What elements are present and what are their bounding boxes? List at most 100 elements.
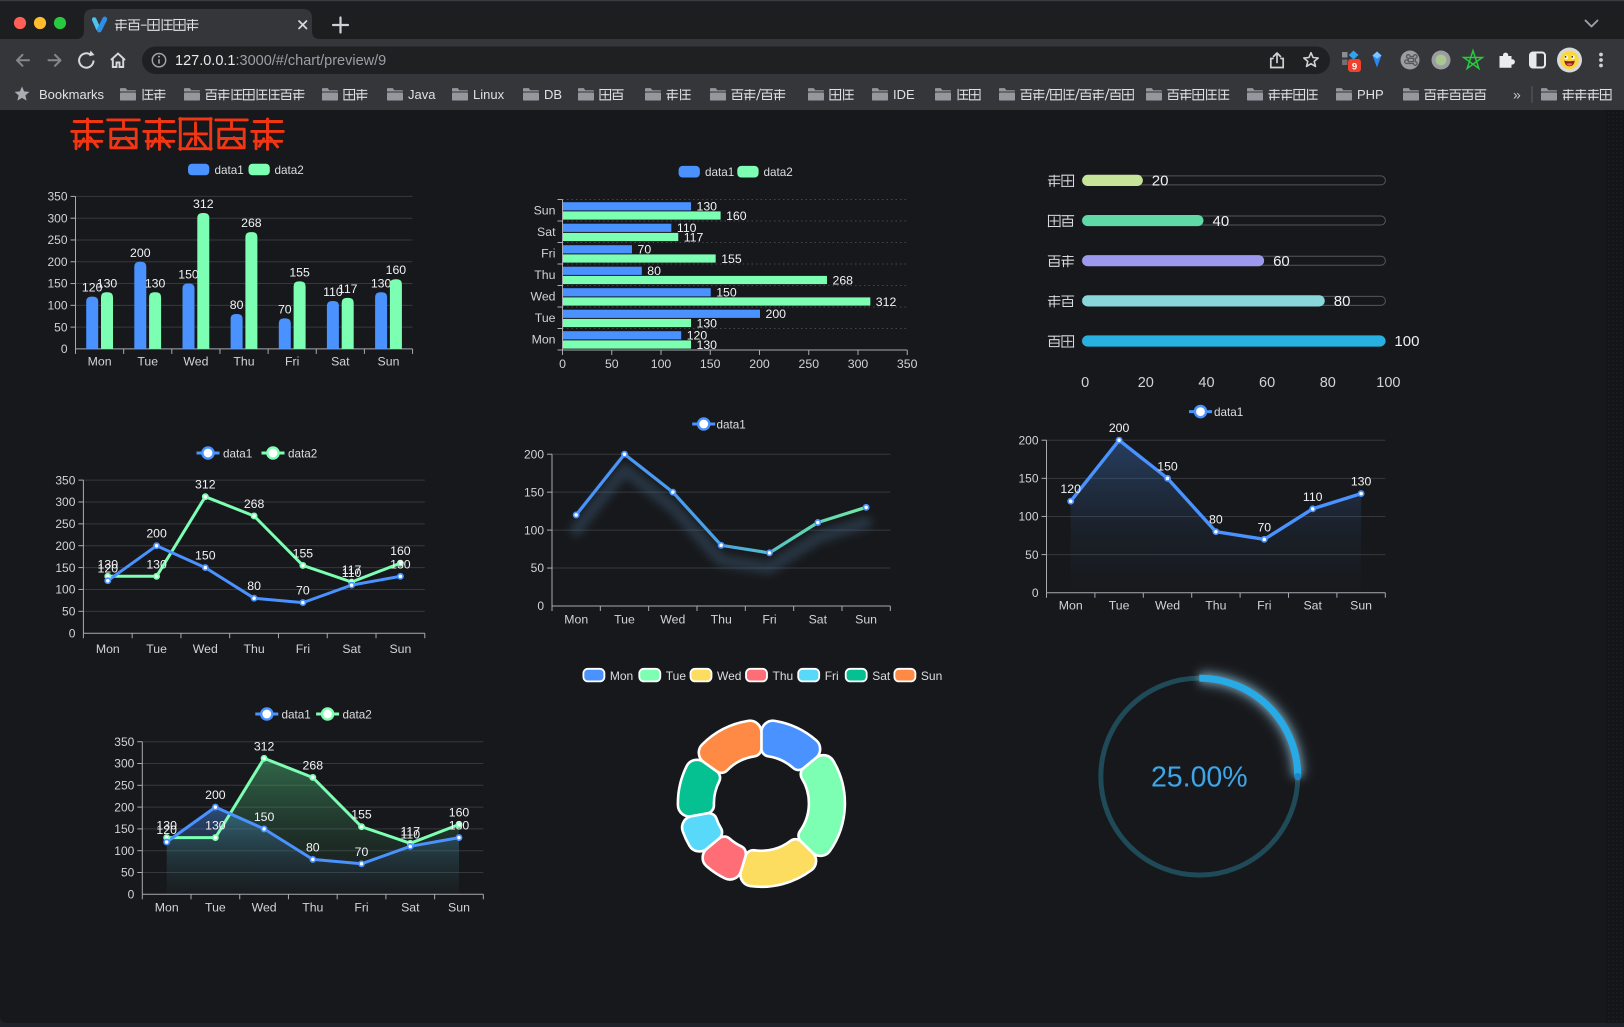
svg-text:200: 200 <box>47 255 67 269</box>
svg-text:0: 0 <box>537 599 544 613</box>
svg-text:200: 200 <box>114 800 134 814</box>
svg-text:130: 130 <box>697 316 718 330</box>
svg-text:80: 80 <box>306 840 320 854</box>
svg-text:50: 50 <box>531 561 545 575</box>
svg-text:Mon: Mon <box>88 354 112 368</box>
svg-text:312: 312 <box>195 478 216 492</box>
svg-text:150: 150 <box>114 822 134 836</box>
svg-text:Linux: Linux <box>473 87 505 102</box>
svg-text:110: 110 <box>342 566 362 580</box>
svg-text:130: 130 <box>97 276 118 290</box>
svg-text:Tue: Tue <box>1109 599 1130 613</box>
svg-text:155: 155 <box>351 808 372 822</box>
svg-text:20: 20 <box>1138 375 1154 391</box>
svg-text:350: 350 <box>114 735 134 749</box>
svg-text:300: 300 <box>114 757 134 771</box>
svg-text:Tue: Tue <box>666 669 687 683</box>
svg-text:Sat: Sat <box>401 900 420 914</box>
svg-text:60: 60 <box>1273 253 1290 270</box>
svg-text:Bookmarks: Bookmarks <box>39 87 105 102</box>
svg-text:200: 200 <box>524 447 544 461</box>
svg-text:0: 0 <box>559 357 566 371</box>
svg-text:data2: data2 <box>764 166 793 179</box>
svg-text:data2: data2 <box>275 164 304 177</box>
svg-text:268: 268 <box>244 497 265 511</box>
svg-text:Mon: Mon <box>155 900 179 914</box>
svg-text:DB: DB <box>544 87 562 102</box>
svg-text:25.00%: 25.00% <box>1151 762 1248 794</box>
svg-text:150: 150 <box>716 286 737 300</box>
svg-text:Sat: Sat <box>537 225 556 239</box>
svg-text:200: 200 <box>205 788 226 802</box>
svg-text:200: 200 <box>1109 421 1130 435</box>
svg-text:130: 130 <box>1351 475 1372 489</box>
svg-text:20: 20 <box>1152 173 1169 190</box>
svg-text:80: 80 <box>1209 513 1223 527</box>
svg-text:130: 130 <box>205 819 226 833</box>
svg-text:130: 130 <box>697 338 718 352</box>
svg-text:Fri: Fri <box>541 247 555 261</box>
svg-text:9: 9 <box>1352 61 1357 72</box>
svg-text:312: 312 <box>193 197 214 211</box>
svg-text:Tue: Tue <box>137 354 158 368</box>
svg-text:Mon: Mon <box>564 613 588 627</box>
svg-text:100: 100 <box>47 299 67 313</box>
svg-text:117: 117 <box>400 824 420 838</box>
svg-text:117: 117 <box>342 563 362 577</box>
svg-text:Fri: Fri <box>354 900 368 914</box>
svg-text:100: 100 <box>114 844 134 858</box>
svg-text:Thu: Thu <box>302 900 323 914</box>
svg-text:40: 40 <box>1198 375 1214 391</box>
svg-text:130: 130 <box>697 200 718 214</box>
svg-text:Wed: Wed <box>183 354 208 368</box>
svg-text:50: 50 <box>121 866 135 880</box>
svg-text:150: 150 <box>700 357 721 371</box>
svg-text:40: 40 <box>1213 213 1230 230</box>
svg-text:130: 130 <box>98 557 119 571</box>
svg-text:Sat: Sat <box>331 354 350 368</box>
svg-text:PHP: PHP <box>1357 87 1384 102</box>
svg-text:60: 60 <box>1259 375 1275 391</box>
svg-text:50: 50 <box>54 320 68 334</box>
svg-text:300: 300 <box>848 357 869 371</box>
svg-text:Fri: Fri <box>1257 599 1271 613</box>
svg-text:200: 200 <box>130 246 151 260</box>
svg-text:120: 120 <box>156 823 177 837</box>
svg-text:80: 80 <box>1334 293 1351 310</box>
svg-text:160: 160 <box>449 806 470 820</box>
svg-text:Sat: Sat <box>872 669 891 683</box>
svg-text:130: 130 <box>390 557 411 571</box>
svg-text:Sun: Sun <box>921 669 942 683</box>
svg-text:Tue: Tue <box>535 311 556 325</box>
svg-text:100: 100 <box>55 583 75 597</box>
svg-text:200: 200 <box>55 539 75 553</box>
svg-text:110: 110 <box>400 827 420 841</box>
svg-text:Fri: Fri <box>296 642 310 656</box>
svg-text:250: 250 <box>114 779 134 793</box>
svg-text:100: 100 <box>1376 375 1400 391</box>
svg-text:data2: data2 <box>288 447 317 460</box>
svg-text:data1: data1 <box>215 164 244 177</box>
svg-text:Fri: Fri <box>762 613 776 627</box>
svg-text:Wed: Wed <box>717 669 741 683</box>
svg-text:data1: data1 <box>1214 406 1243 419</box>
svg-text:127.0.0.1:3000/#/chart/preview: 127.0.0.1:3000/#/chart/preview/9 <box>175 53 386 69</box>
svg-text:Mon: Mon <box>532 333 556 347</box>
svg-text:130: 130 <box>146 557 167 571</box>
svg-text:Sun: Sun <box>389 642 411 656</box>
svg-text:100: 100 <box>651 357 672 371</box>
svg-text:150: 150 <box>1018 472 1038 486</box>
svg-text:Sun: Sun <box>855 613 877 627</box>
svg-text:Sun: Sun <box>378 354 400 368</box>
svg-text:155: 155 <box>293 546 314 560</box>
svg-text:130: 130 <box>145 276 166 290</box>
svg-text:Mon: Mon <box>96 642 120 656</box>
svg-text:Fri: Fri <box>285 354 299 368</box>
svg-text:312: 312 <box>254 739 275 753</box>
svg-text:80: 80 <box>230 298 244 312</box>
svg-text:312: 312 <box>876 295 897 309</box>
svg-text:Tue: Tue <box>146 642 167 656</box>
svg-text:Sun: Sun <box>448 900 470 914</box>
svg-text:0: 0 <box>128 888 135 902</box>
svg-text:150: 150 <box>55 561 75 575</box>
